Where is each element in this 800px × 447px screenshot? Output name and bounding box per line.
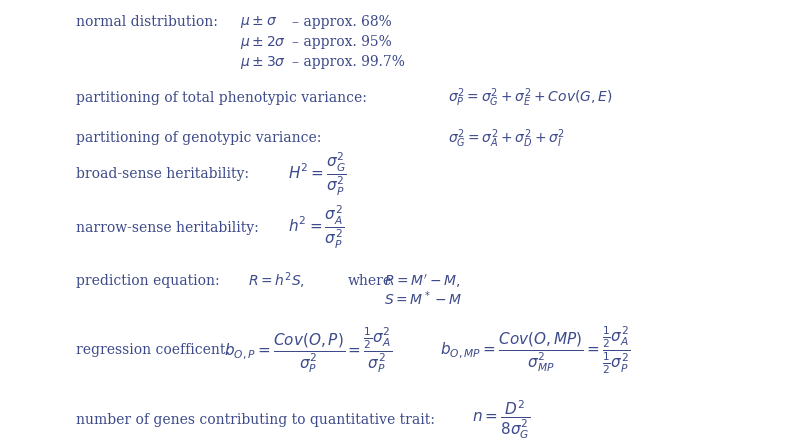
Text: partitioning of genotypic variance:: partitioning of genotypic variance: (76, 131, 322, 145)
Text: $b_{O,MP} = \dfrac{\mathit{Cov}(O,MP)}{\sigma_{MP}^2} = \dfrac{\frac{1}{2}\sigma: $b_{O,MP} = \dfrac{\mathit{Cov}(O,MP)}{\… (440, 325, 630, 376)
Text: partitioning of total phenotypic variance:: partitioning of total phenotypic varianc… (76, 91, 367, 105)
Text: $\sigma_P^2 = \sigma_G^2 + \sigma_E^2 + \mathit{Cov}(G,E)$: $\sigma_P^2 = \sigma_G^2 + \sigma_E^2 + … (448, 87, 613, 110)
Text: normal distribution:: normal distribution: (76, 15, 218, 30)
Text: – approx. 95%: – approx. 95% (292, 35, 392, 50)
Text: prediction equation:: prediction equation: (76, 274, 220, 288)
Text: $R = M' - M,$: $R = M' - M,$ (384, 273, 461, 290)
Text: – approx. 68%: – approx. 68% (292, 15, 392, 30)
Text: number of genes contributing to quantitative trait:: number of genes contributing to quantita… (76, 413, 435, 426)
Text: $\mu \pm \sigma$: $\mu \pm \sigma$ (240, 14, 277, 30)
Text: $S = M^* - M$: $S = M^* - M$ (384, 290, 462, 308)
Text: $h^2 = \dfrac{\sigma_A^2}{\sigma_P^2}$: $h^2 = \dfrac{\sigma_A^2}{\sigma_P^2}$ (288, 204, 345, 251)
Text: regression coefficent:: regression coefficent: (76, 343, 230, 357)
Text: where: where (348, 274, 392, 288)
Text: $\mu \pm 3\sigma$: $\mu \pm 3\sigma$ (240, 54, 286, 71)
Text: $\sigma_G^2 = \sigma_A^2 + \sigma_D^2 + \sigma_I^2$: $\sigma_G^2 = \sigma_A^2 + \sigma_D^2 + … (448, 127, 565, 150)
Text: $b_{O,P} = \dfrac{\mathit{Cov}(O,P)}{\sigma_P^2} = \dfrac{\frac{1}{2}\sigma_A^2}: $b_{O,P} = \dfrac{\mathit{Cov}(O,P)}{\si… (224, 325, 392, 375)
Text: $n = \dfrac{D^2}{8\sigma_G^2}$: $n = \dfrac{D^2}{8\sigma_G^2}$ (472, 398, 530, 441)
Text: broad-sense heritability:: broad-sense heritability: (76, 167, 249, 181)
Text: $\mu \pm 2\sigma$: $\mu \pm 2\sigma$ (240, 34, 286, 51)
Text: $H^2 = \dfrac{\sigma_G^2}{\sigma_P^2}$: $H^2 = \dfrac{\sigma_G^2}{\sigma_P^2}$ (288, 151, 347, 198)
Text: narrow-sense heritability:: narrow-sense heritability: (76, 221, 258, 235)
Text: – approx. 99.7%: – approx. 99.7% (292, 55, 405, 69)
Text: $R = h^2S,$: $R = h^2S,$ (248, 271, 305, 291)
